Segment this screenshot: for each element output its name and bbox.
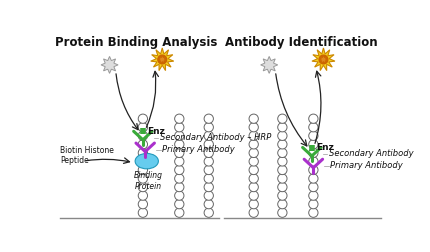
Circle shape: [204, 174, 213, 183]
Circle shape: [138, 200, 147, 209]
Text: Enz: Enz: [147, 127, 165, 136]
Circle shape: [309, 123, 318, 132]
Circle shape: [175, 123, 184, 132]
Circle shape: [249, 114, 258, 123]
Circle shape: [249, 140, 258, 149]
Circle shape: [309, 157, 318, 166]
Circle shape: [249, 208, 258, 217]
Circle shape: [249, 174, 258, 183]
Circle shape: [249, 131, 258, 140]
Text: Protein Binding Analysis: Protein Binding Analysis: [55, 36, 218, 49]
Circle shape: [138, 140, 147, 149]
Circle shape: [278, 174, 287, 183]
Circle shape: [309, 200, 318, 209]
Circle shape: [138, 191, 147, 200]
Circle shape: [175, 174, 184, 183]
Circle shape: [175, 182, 184, 192]
Circle shape: [138, 114, 147, 123]
Circle shape: [249, 191, 258, 200]
Circle shape: [175, 131, 184, 140]
Circle shape: [204, 165, 213, 175]
Circle shape: [204, 131, 213, 140]
Circle shape: [278, 131, 287, 140]
Circle shape: [278, 182, 287, 192]
Circle shape: [309, 182, 318, 192]
Text: Binding
Protein: Binding Protein: [134, 171, 163, 191]
Circle shape: [138, 182, 147, 192]
Circle shape: [278, 165, 287, 175]
Polygon shape: [312, 48, 335, 71]
Circle shape: [278, 157, 287, 166]
Polygon shape: [261, 56, 278, 73]
Polygon shape: [158, 55, 166, 63]
Circle shape: [204, 182, 213, 192]
Circle shape: [204, 114, 213, 123]
Text: Antibody Identification: Antibody Identification: [225, 36, 378, 49]
Circle shape: [319, 55, 328, 64]
Circle shape: [138, 131, 147, 140]
Circle shape: [158, 55, 167, 64]
Text: Secondary Antibody: Secondary Antibody: [329, 149, 414, 159]
Circle shape: [175, 157, 184, 166]
Circle shape: [249, 123, 258, 132]
Circle shape: [175, 140, 184, 149]
Ellipse shape: [135, 153, 158, 169]
Circle shape: [204, 208, 213, 217]
Circle shape: [175, 200, 184, 209]
Circle shape: [278, 191, 287, 200]
Circle shape: [175, 208, 184, 217]
Circle shape: [249, 182, 258, 192]
Circle shape: [138, 123, 147, 132]
Circle shape: [278, 140, 287, 149]
Circle shape: [309, 208, 318, 217]
Text: Primary Antibody: Primary Antibody: [162, 145, 235, 154]
Circle shape: [204, 191, 213, 200]
Circle shape: [278, 208, 287, 217]
Circle shape: [249, 200, 258, 209]
Circle shape: [309, 131, 318, 140]
Circle shape: [278, 123, 287, 132]
Text: Secondary Antibody – HRP: Secondary Antibody – HRP: [160, 133, 271, 142]
Circle shape: [204, 148, 213, 158]
Text: Enz: Enz: [316, 143, 333, 152]
Circle shape: [204, 140, 213, 149]
Circle shape: [309, 140, 318, 149]
Circle shape: [204, 157, 213, 166]
Circle shape: [249, 165, 258, 175]
Circle shape: [309, 148, 318, 158]
Circle shape: [138, 174, 147, 183]
Circle shape: [204, 200, 213, 209]
Polygon shape: [151, 48, 174, 71]
Text: Primary Antibody: Primary Antibody: [330, 161, 403, 170]
Circle shape: [138, 165, 147, 175]
Circle shape: [278, 114, 287, 123]
Polygon shape: [101, 56, 118, 73]
Circle shape: [309, 191, 318, 200]
Circle shape: [138, 157, 147, 166]
Circle shape: [309, 165, 318, 175]
Circle shape: [204, 123, 213, 132]
Circle shape: [278, 200, 287, 209]
Polygon shape: [319, 55, 327, 63]
Circle shape: [175, 114, 184, 123]
Circle shape: [138, 148, 147, 158]
Circle shape: [175, 148, 184, 158]
Circle shape: [278, 148, 287, 158]
Circle shape: [309, 174, 318, 183]
Circle shape: [138, 208, 147, 217]
Circle shape: [309, 114, 318, 123]
Circle shape: [249, 148, 258, 158]
Circle shape: [249, 157, 258, 166]
Circle shape: [175, 165, 184, 175]
Text: Biotin Histone
Peptide: Biotin Histone Peptide: [60, 146, 114, 166]
Circle shape: [175, 191, 184, 200]
